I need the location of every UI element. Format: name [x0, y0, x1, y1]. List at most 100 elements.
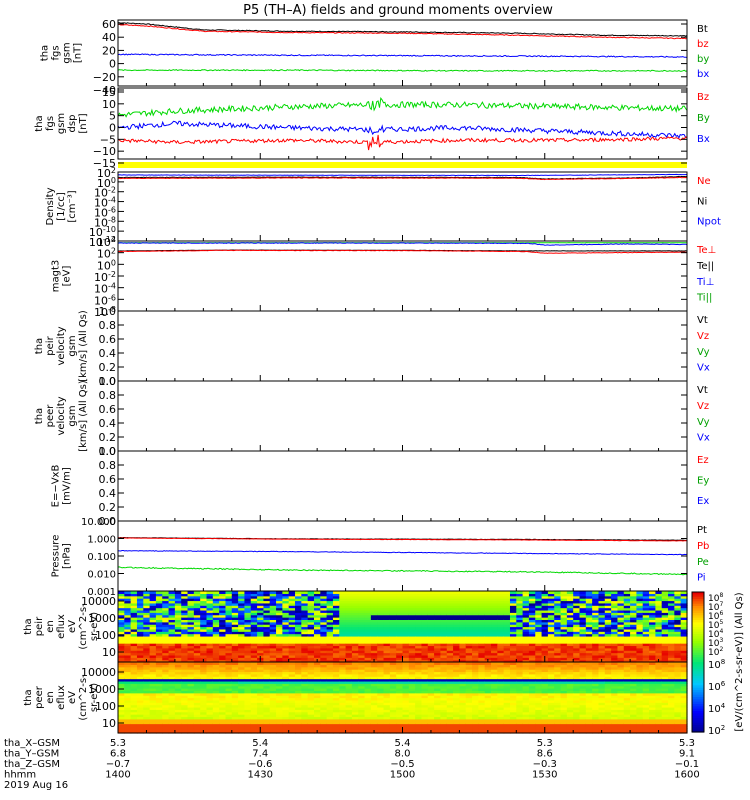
heat-cell: [402, 631, 410, 635]
heat-cell: [136, 631, 144, 635]
ylabel-p4-1: [eV]: [62, 266, 73, 287]
heat-cell: [225, 690, 233, 694]
heat-cell: [212, 605, 220, 609]
heat-cell: [225, 617, 233, 620]
heat-cell: [396, 638, 404, 642]
heat-cell: [301, 607, 309, 611]
heat-cell: [250, 728, 258, 732]
heat-cell: [143, 602, 151, 606]
heat-cell: [206, 676, 214, 680]
heat-cell: [541, 595, 549, 599]
heat-cell: [522, 635, 530, 639]
heat-cell: [168, 721, 176, 725]
heat-cell: [459, 628, 467, 632]
heat-cell: [200, 702, 208, 706]
heat-cell: [509, 602, 517, 606]
heat-cell: [415, 730, 423, 734]
heat-cell: [118, 591, 125, 594]
heat-cell: [351, 664, 359, 668]
heat-cell: [130, 662, 138, 665]
heat-cell: [478, 723, 486, 727]
heat-cell: [332, 659, 340, 663]
heat-cell: [440, 638, 448, 642]
heat-cell: [649, 633, 656, 637]
heat-cell: [427, 652, 435, 656]
heat-cell: [497, 631, 505, 635]
heat-cell: [402, 680, 410, 684]
heat-cell: [535, 593, 543, 597]
heat-cell: [345, 688, 353, 691]
heat-cell: [168, 702, 176, 706]
ytick-label-p3-6: 10-10: [89, 225, 116, 239]
heat-cell: [478, 619, 486, 623]
heat-cell: [320, 718, 328, 722]
heat-cell: [118, 600, 125, 604]
heat-cell: [219, 600, 227, 604]
heat-cell: [174, 676, 182, 680]
heat-cell: [257, 609, 265, 613]
heat-cell: [295, 706, 302, 710]
heat-cell: [509, 600, 517, 604]
heat-cell: [453, 612, 460, 616]
heat-cell: [522, 612, 530, 616]
heat-cell: [257, 633, 265, 637]
heat-cell: [269, 643, 277, 647]
heat-cell: [415, 645, 423, 649]
heat-cell: [269, 706, 277, 710]
heat-cell: [377, 673, 385, 677]
heat-cell: [440, 666, 448, 670]
heat-cell: [276, 709, 283, 713]
heat-cell: [193, 723, 201, 727]
heat-cell: [459, 716, 467, 720]
heat-cell: [522, 621, 530, 625]
heat-cell: [459, 654, 467, 658]
heat-cell: [162, 638, 170, 642]
heat-cell: [535, 609, 543, 613]
heat-cell: [383, 718, 391, 722]
heat-cell: [351, 626, 359, 630]
heat-cell: [288, 718, 296, 722]
heat-cell: [130, 669, 138, 673]
ylabel-p1-3: [nT]: [73, 43, 84, 63]
heat-cell: [193, 621, 201, 625]
heat-cell: [598, 635, 606, 639]
heat-cell: [219, 664, 227, 668]
ytick-label-p8-1: 1.000: [87, 535, 116, 546]
heat-cell: [181, 676, 189, 680]
heat-cell: [307, 671, 315, 675]
heat-cell: [484, 619, 492, 623]
heat-cell: [472, 659, 479, 663]
heat-cell: [212, 730, 220, 734]
heat-cell: [206, 647, 214, 651]
heat-cell: [415, 688, 423, 691]
heat-cell: [579, 657, 587, 661]
heat-cell: [528, 609, 536, 613]
heat-cell: [427, 602, 435, 606]
heat-cell: [396, 605, 404, 609]
heat-cell: [257, 697, 265, 701]
heat-cell: [484, 680, 492, 684]
heat-cell: [162, 657, 170, 661]
heat-cell: [358, 723, 366, 727]
heat-cell: [535, 657, 543, 661]
heat-cell: [497, 591, 505, 594]
heat-cell: [377, 614, 385, 618]
heat-cell: [427, 690, 435, 694]
heat-cell: [181, 657, 189, 661]
heat-cell: [402, 685, 410, 689]
heat-cell: [617, 614, 625, 618]
heat-cell: [118, 702, 125, 706]
heat-cell: [307, 621, 315, 625]
heat-cell: [187, 711, 195, 715]
heat-cell: [124, 702, 132, 706]
heat-cell: [339, 659, 347, 663]
heat-cell: [402, 626, 410, 630]
heat-cell: [149, 650, 157, 654]
heat-cell: [408, 683, 416, 687]
heat-cell: [212, 593, 220, 597]
heat-cell: [623, 643, 631, 647]
heat-cell: [326, 595, 334, 599]
heat-cell: [219, 678, 227, 682]
heat-cell: [187, 662, 195, 665]
heat-cell: [434, 640, 442, 644]
